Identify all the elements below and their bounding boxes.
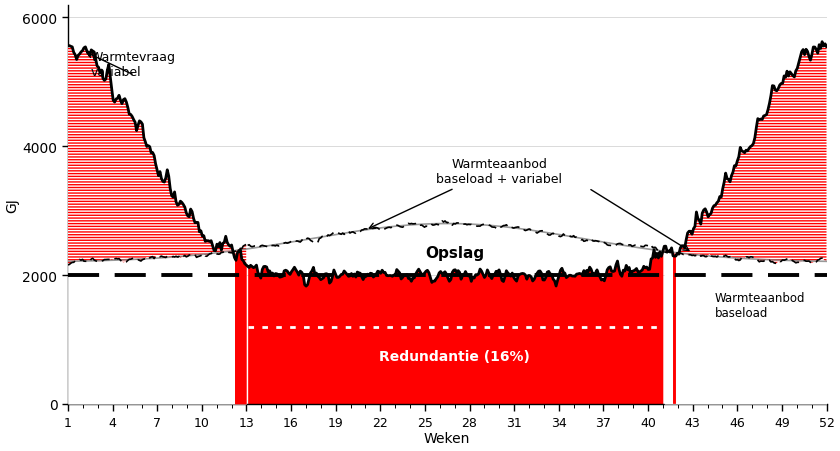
Text: Warmteaanbod
baseload: Warmteaanbod baseload: [715, 291, 806, 319]
Y-axis label: GJ: GJ: [6, 198, 19, 212]
Text: Redundantie (16%): Redundantie (16%): [379, 349, 530, 363]
X-axis label: Weken: Weken: [424, 432, 470, 446]
Text: Opslag: Opslag: [425, 245, 484, 260]
Text: Warmteaanbod
baseload + variabel: Warmteaanbod baseload + variabel: [436, 157, 562, 185]
Text: Warmtevraag
variabel: Warmtevraag variabel: [90, 51, 176, 78]
